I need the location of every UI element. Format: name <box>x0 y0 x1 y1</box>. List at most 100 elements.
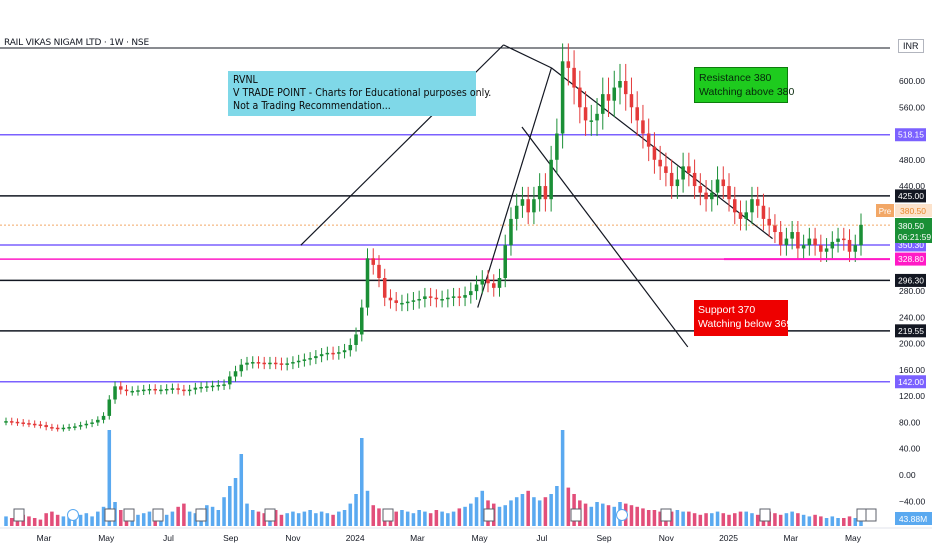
volume-bar <box>755 514 760 526</box>
y-tick-label: 600.00 <box>899 76 925 86</box>
volume-bar <box>61 516 66 526</box>
candle-body <box>360 307 364 335</box>
volume-bar <box>589 506 594 526</box>
y-tick-label: 280.00 <box>899 286 925 296</box>
candle-body <box>411 300 416 302</box>
candle-body <box>124 389 129 392</box>
volume-bar <box>474 497 479 526</box>
candle-body <box>681 166 685 180</box>
x-tick-label: May <box>472 533 489 543</box>
volume-bar <box>750 513 754 526</box>
note-line: RVNL <box>233 74 258 86</box>
candle-body <box>750 199 754 213</box>
x-tick-label: 2024 <box>346 533 365 543</box>
volume-bar <box>606 505 611 526</box>
volume-bar <box>216 510 221 526</box>
bar-countdown: 06:21:59 <box>898 232 931 242</box>
candle-body <box>296 360 301 363</box>
volume-bar <box>348 503 353 526</box>
candle-body <box>193 387 198 390</box>
candle-body <box>853 245 858 252</box>
event-markers[interactable] <box>13 508 877 522</box>
volume-bar <box>497 506 502 526</box>
volume-bar <box>842 518 846 526</box>
x-tick-label: Nov <box>285 533 301 543</box>
level-tag-label: 425.00 <box>898 191 924 201</box>
earnings-icon <box>759 508 771 522</box>
volume-bar <box>164 514 169 526</box>
level-tag-label: 518.15 <box>898 130 924 140</box>
volume-bar <box>182 503 186 526</box>
candle-body <box>652 146 657 160</box>
volume-bar <box>549 494 553 526</box>
earnings-icon <box>123 508 135 522</box>
candle-body <box>210 385 215 388</box>
candle-body <box>480 279 485 285</box>
volume-bar <box>296 513 301 526</box>
volume-bar <box>273 510 278 526</box>
volume-bar <box>250 510 255 526</box>
volume-bar <box>601 503 605 526</box>
volume-bar <box>400 510 404 526</box>
candle-body <box>796 232 800 249</box>
candle-body <box>153 388 157 391</box>
volume-bar <box>514 497 519 526</box>
volume-bar <box>715 511 720 526</box>
volume-bar <box>440 511 444 526</box>
candle-body <box>233 371 238 377</box>
candle-body <box>417 299 421 301</box>
candle-body <box>38 424 43 426</box>
candle-body <box>440 299 444 301</box>
volume-bar <box>73 518 77 526</box>
candle-body <box>434 297 439 300</box>
candle-body <box>744 212 749 219</box>
candle-body <box>807 238 812 246</box>
candle-body <box>279 363 284 365</box>
volume-bar <box>84 513 89 526</box>
candle-body <box>199 387 203 389</box>
candle-body <box>721 179 726 187</box>
candle-body <box>761 205 766 219</box>
volume-bar <box>360 438 364 526</box>
currency-button[interactable]: INR <box>898 39 924 53</box>
trendline <box>477 67 553 308</box>
candle-body <box>21 422 25 424</box>
volume-bar <box>342 510 347 526</box>
candle-body <box>285 363 289 365</box>
volume-bar <box>836 518 840 526</box>
volume-bar <box>38 519 43 526</box>
volume-bar <box>807 516 812 526</box>
candle-body <box>400 302 404 305</box>
candle-body <box>394 300 398 303</box>
volume-bar <box>566 487 571 526</box>
x-tick-label: Mar <box>783 533 798 543</box>
volume-bar <box>434 510 439 526</box>
volume-bar <box>417 510 421 526</box>
volume-bar <box>423 511 427 526</box>
y-tick-label: 480.00 <box>899 155 925 165</box>
level-tag-label: 328.80 <box>898 254 924 264</box>
price-axis <box>893 48 932 528</box>
candle-body <box>589 120 594 122</box>
volume-bar <box>469 503 473 526</box>
volume-bar <box>457 508 462 526</box>
candle-body <box>262 362 266 365</box>
y-tick-label: 240.00 <box>899 312 925 322</box>
candle-body <box>629 94 634 108</box>
volume-bar <box>698 514 703 526</box>
candle-body <box>348 344 353 351</box>
volume-bar <box>210 506 215 526</box>
volume-bar <box>170 511 175 526</box>
volume-value: 43.88M <box>899 514 927 524</box>
candle-body <box>130 390 135 393</box>
candle-body <box>187 389 192 392</box>
candle-body <box>767 218 771 226</box>
volume-bar <box>136 514 140 526</box>
volume-bar <box>147 511 152 526</box>
candle-body <box>67 427 71 429</box>
candle-body <box>583 107 588 121</box>
trendline <box>503 44 552 69</box>
candle-body <box>371 258 376 265</box>
candle-body <box>164 388 169 391</box>
candle-body <box>216 385 221 387</box>
